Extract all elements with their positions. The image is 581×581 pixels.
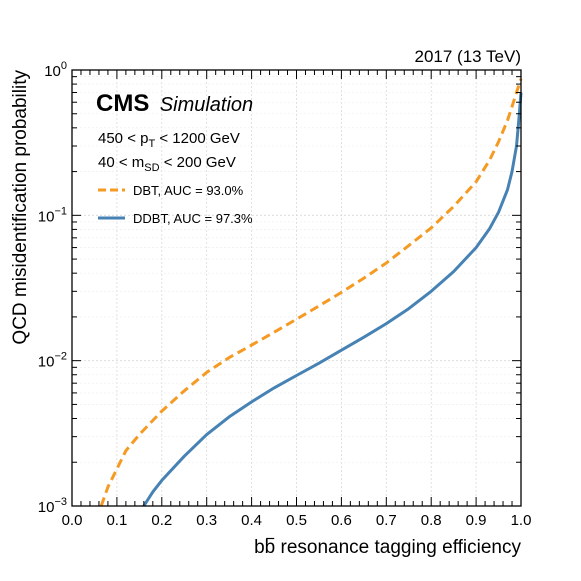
cut-variable: m [132,154,145,171]
axis-ticks: 0.0 0.1 0.2 0.3 0.4 0.5 0.6 0.7 0.8 0.9 1.010−310−… [38,60,532,529]
cut-variable-subscript: T [148,138,155,150]
legend-entry: DBT, AUC = 93.0% [133,183,244,198]
series-line-1 [99,78,523,507]
x-axis-title-b: b [254,537,265,558]
y-tick-exponent: −2 [54,351,67,363]
y-tick-exponent: −1 [54,205,67,217]
legend: DBT, AUC = 93.0% DDBT, AUC = 97.3% [98,183,253,226]
y-tick-base: 10 [38,354,55,371]
x-tick-label: 0.1 [106,512,127,529]
y-tick-exponent: −3 [54,496,67,508]
x-tick-label: 0.9 [466,512,487,529]
y-tick-label: 10−1 [38,205,67,225]
selection-cut: 450 < pT < 1200 GeV [98,130,240,150]
y-tick-label: 10−3 [38,496,67,516]
selection-cut: 40 < mSD < 200 GeV [98,154,236,174]
x-tick-label: 0.8 [421,512,442,529]
cut-high: < 200 GeV [160,154,236,171]
y-tick-base: 10 [44,63,61,80]
y-tick-base: 10 [38,499,55,516]
y-tick-label: 100 [44,60,67,80]
x-axis-title-rest: resonance tagging efficiency [275,537,521,558]
selection-cuts: 450 < pT < 1200 GeV 40 < mSD < 200 GeV [98,130,240,174]
lumi-label: 2017 (13 TeV) [415,47,521,66]
cut-high: < 1200 GeV [155,130,240,147]
y-tick-label: 10−2 [38,351,67,371]
grid [72,70,521,506]
y-axis-title: QCD misidentification probability [10,70,31,345]
cut-variable: p [140,130,148,147]
cut-low: 40 < [98,154,132,171]
y-tick-exponent: 0 [61,60,67,72]
x-tick-label: 0.0 [62,512,83,529]
x-tick-label: 0.5 [286,512,307,529]
x-axis-title-bbar: b [265,537,276,558]
x-tick-label: 0.3 [196,512,217,529]
experiment-name: CMS [96,90,149,117]
cms-label: CMS Simulation [96,90,253,117]
x-tick-label: 0.6 [331,512,352,529]
x-axis-title: bb resonance tagging efficiency [254,537,521,558]
x-tick-label: 1.0 [511,512,532,529]
series-lines [99,78,523,507]
series-line-2 [142,92,523,507]
y-tick-base: 10 [38,208,55,225]
legend-entry: DDBT, AUC = 97.3% [133,211,253,226]
experiment-tag: Simulation [160,94,253,116]
cut-variable-subscript: SD [144,162,159,174]
x-tick-label: 0.2 [151,512,172,529]
x-tick-label: 0.7 [376,512,397,529]
cut-low: 450 < [98,130,140,147]
x-tick-label: 0.4 [241,512,262,529]
